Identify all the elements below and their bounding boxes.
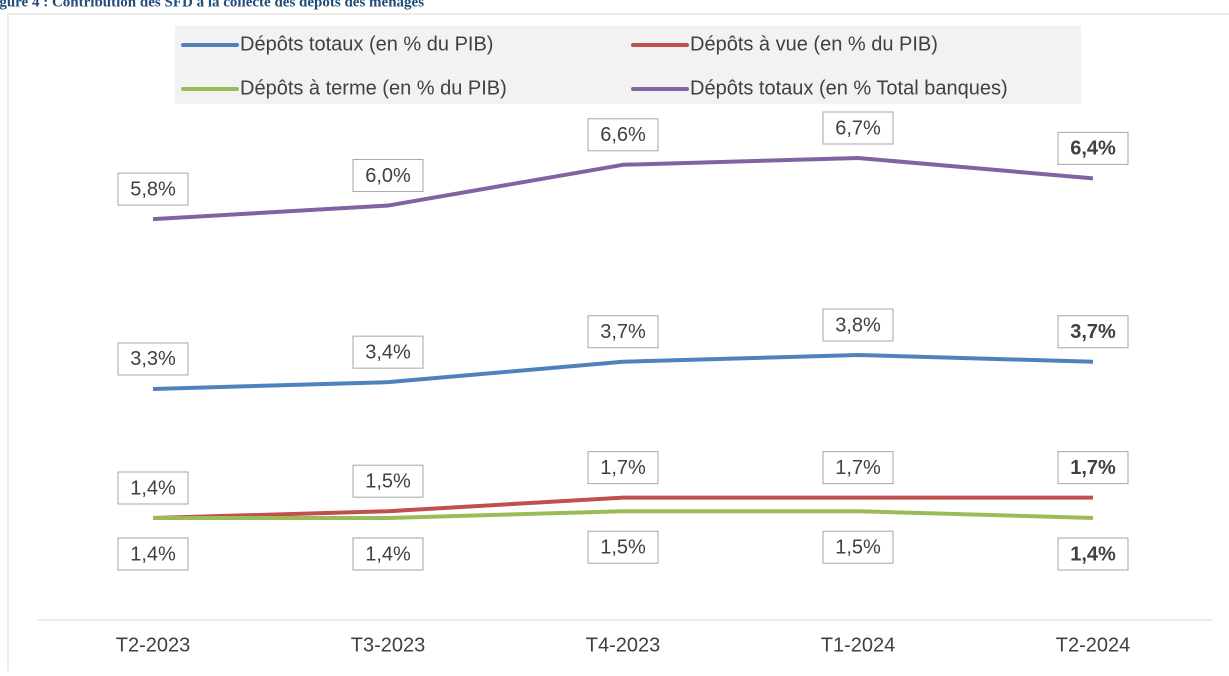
data-label-box xyxy=(1057,451,1129,485)
data-label-box xyxy=(1057,131,1129,165)
data-label: 1,4% xyxy=(365,543,411,565)
data-label: 6,0% xyxy=(365,165,411,187)
data-label: 1,7% xyxy=(835,457,881,479)
data-label: 6,7% xyxy=(835,117,881,139)
data-label-box xyxy=(822,530,894,564)
data-label: 3,8% xyxy=(835,314,881,336)
data-label: 3,3% xyxy=(130,348,176,370)
data-label-box xyxy=(822,451,894,485)
data-label-box xyxy=(822,111,894,145)
legend-label: Dépôts totaux (en % du PIB) xyxy=(240,33,493,55)
data-label: 6,4% xyxy=(1070,138,1116,160)
series-line xyxy=(153,509,1094,520)
data-label: 3,4% xyxy=(365,341,411,363)
data-label: 1,5% xyxy=(365,470,411,492)
data-label-box xyxy=(1057,537,1129,571)
data-label-box xyxy=(352,159,424,193)
data-label: 1,7% xyxy=(600,457,646,479)
data-label: 5,8% xyxy=(130,178,176,200)
data-label-box xyxy=(117,537,189,571)
data-label: 1,4% xyxy=(130,477,176,499)
series-line xyxy=(152,495,1093,520)
data-label-box xyxy=(117,342,189,376)
data-label-box xyxy=(587,530,659,564)
legend-label: Dépôts totaux (en % Total banques) xyxy=(690,77,1008,99)
legend-label: Dépôts à terme (en % du PIB) xyxy=(240,77,507,99)
x-tick-label: T2-2023 xyxy=(116,634,191,656)
data-label-box xyxy=(822,308,894,342)
data-label-box xyxy=(352,464,424,498)
legend-background xyxy=(175,26,1081,104)
data-label-box xyxy=(117,471,189,505)
data-label: 3,7% xyxy=(1070,321,1116,343)
x-tick-label: T2-2024 xyxy=(1056,634,1131,656)
data-label: 1,5% xyxy=(835,536,881,558)
chart-title: Figure 4 : Contribution des SFD à la col… xyxy=(0,0,424,10)
data-label-box xyxy=(587,315,659,349)
data-label-box xyxy=(352,537,424,571)
data-label: 1,5% xyxy=(600,536,646,558)
data-label: 6,6% xyxy=(600,124,646,146)
series-line xyxy=(152,156,1094,222)
x-tick-label: T1-2024 xyxy=(821,634,896,656)
data-label-box xyxy=(352,335,424,369)
series-line xyxy=(152,352,1094,391)
data-label-box xyxy=(1057,315,1129,349)
data-label: 1,4% xyxy=(130,543,176,565)
data-label: 1,4% xyxy=(1070,543,1116,565)
x-tick-label: T4-2023 xyxy=(586,634,661,656)
data-label: 3,7% xyxy=(600,321,646,343)
data-label-box xyxy=(587,451,659,485)
legend-label: Dépôts à vue (en % du PIB) xyxy=(690,33,938,55)
data-label-box xyxy=(117,172,189,206)
data-label: 1,7% xyxy=(1070,457,1116,479)
data-label-box xyxy=(587,118,659,152)
x-tick-label: T3-2023 xyxy=(351,634,426,656)
